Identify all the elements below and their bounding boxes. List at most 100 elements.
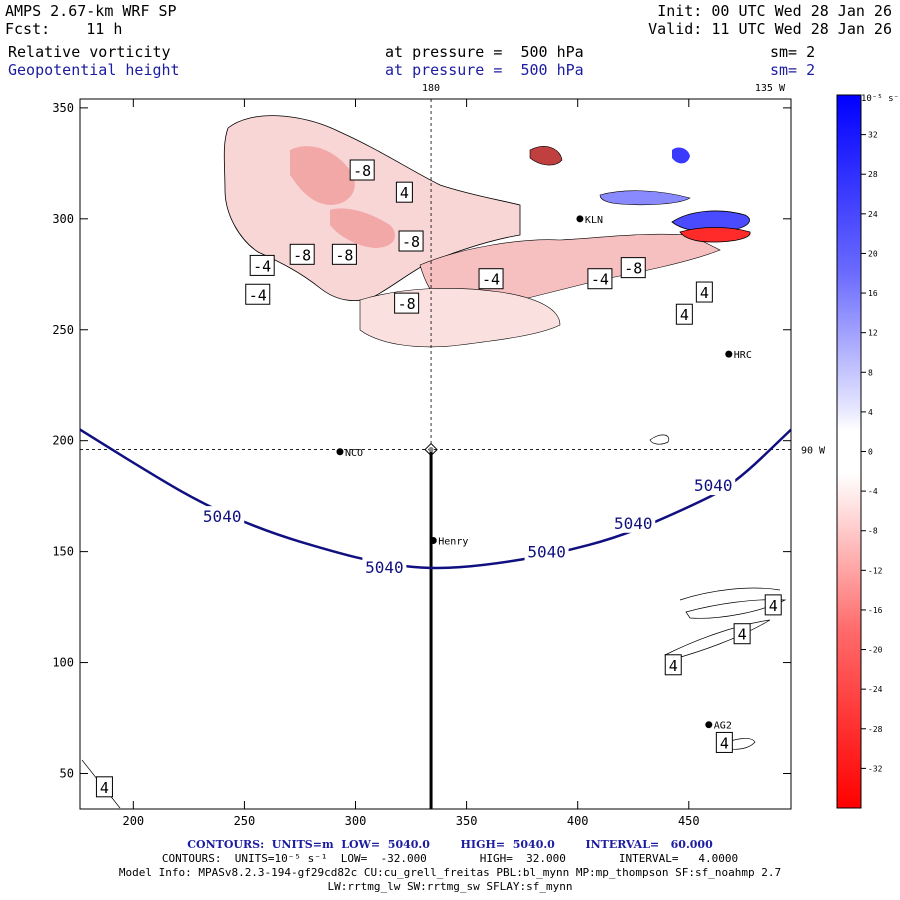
height-label: 5040	[527, 543, 566, 562]
field2-level: at pressure = 500 hPa	[385, 61, 584, 79]
vorticity-label-box	[289, 243, 315, 265]
footer-line4: LW:rrtmg_lw SW:rrtmg_sw SFLAY:sf_mynn	[327, 880, 573, 893]
colorbar-tick-label: -32	[868, 764, 883, 773]
vorticity-shading	[81, 115, 787, 809]
y-tick-label: 200	[52, 434, 74, 448]
field2-name: Geopotential height	[8, 61, 180, 79]
height-label: 5040	[694, 476, 733, 495]
colorbar-tick-label: -28	[868, 725, 883, 734]
vorticity-label-box	[715, 731, 733, 753]
footer-line3: Model Info: MPASv8.2.3-194-gf29cd82c CU:…	[118, 866, 782, 879]
height-label: 5040	[365, 558, 404, 577]
field1-level: at pressure = 500 hPa	[385, 43, 584, 61]
x-tick-label: 450	[678, 814, 700, 828]
vorticity-label-box	[249, 254, 275, 276]
colorbar-tick-label: 4	[868, 408, 873, 417]
vorticity-label: 4	[100, 779, 109, 797]
pole-marker	[424, 442, 438, 457]
height-label-bg	[200, 506, 245, 527]
x-tick-label: 250	[234, 814, 256, 828]
vorticity-label-box	[395, 181, 413, 203]
vorticity-label-box	[664, 654, 682, 676]
vorticity-label: -8	[335, 246, 353, 264]
height-5040-line	[79, 428, 792, 570]
colorbar-tick-label: 12	[868, 329, 878, 338]
station-dot	[705, 721, 713, 729]
vorticity-label: 4	[669, 657, 678, 675]
crosshair	[80, 99, 791, 809]
valid-time: Valid: 11 UTC Wed 28 Jan 26	[648, 20, 892, 38]
y-tick-label: 250	[52, 323, 74, 337]
colorbar-tick-label: 28	[868, 170, 878, 179]
vorticity-label-box	[695, 281, 713, 303]
lon-label-135w: 135 W	[755, 83, 786, 94]
vorticity-label-box	[95, 776, 113, 798]
field2-smoothing: sm= 2	[770, 61, 816, 79]
vorticity-label: 4	[700, 284, 709, 302]
vorticity-label: 4	[720, 734, 729, 752]
vorticity-label-box	[620, 257, 646, 279]
init-time: Init: 00 UTC Wed 28 Jan 26	[657, 2, 892, 20]
plot-frame	[79, 98, 792, 810]
height-label-bg	[524, 541, 569, 562]
colorbar-tick-label: 16	[868, 289, 878, 298]
y-tick-label: 350	[52, 101, 74, 115]
station-label: HRC	[734, 350, 752, 361]
mixed-vorticity-streak	[599, 190, 691, 206]
colorbar-unit: 10⁻⁵ s⁻¹	[861, 94, 900, 104]
vorticity-label-box	[245, 283, 271, 305]
vorticity-label: -8	[624, 260, 642, 278]
height-label: 5040	[614, 514, 653, 533]
mixed-vorticity-streak	[529, 146, 563, 166]
pole-marker-dot	[428, 447, 434, 453]
vorticity-label-box	[733, 623, 751, 645]
y-tick-label: 150	[52, 545, 74, 559]
y-tick-label: 100	[52, 656, 74, 670]
colorbar-tick-label: 32	[868, 131, 878, 140]
vorticity-label-box	[764, 594, 782, 616]
vorticity-label: -8	[353, 162, 371, 180]
station-markers: NCO Henry KLN HRC AG2	[336, 215, 752, 732]
height-label-bg	[362, 557, 407, 578]
vorticity-label: -4	[482, 271, 500, 289]
colorbar-tick-label: -16	[868, 606, 883, 615]
vorticity-label: -4	[253, 257, 271, 275]
station-dot	[336, 448, 344, 456]
colorbar-tick-label: -8	[868, 527, 878, 536]
vorticity-label: 4	[769, 597, 778, 615]
station-dot	[576, 215, 584, 223]
weak-vorticity-contour	[685, 599, 787, 619]
colorbar: 10⁻⁵ s⁻¹ 32 28 24 20 16 12 8 4 0 -4 -8 -12 -16 -20 -24…	[836, 94, 900, 809]
blue-vorticity-streak	[672, 147, 690, 164]
forecast-hour: Fcst: 11 h	[5, 20, 123, 38]
vorticity-label-box	[331, 243, 357, 265]
x-tick-label: 400	[567, 814, 589, 828]
height-label: 5040	[203, 507, 242, 526]
lon-label-90w: 90 W	[801, 446, 826, 457]
station-dot	[429, 537, 437, 545]
station-label: AG2	[714, 721, 732, 732]
negative-vorticity-core	[330, 208, 395, 248]
colorbar-tick-label: 8	[868, 368, 873, 377]
height-label-bg	[611, 512, 656, 533]
station-dot	[725, 350, 733, 358]
height-label-bg	[691, 475, 736, 496]
height-contour: 5040 5040 5040 5040 5040	[79, 428, 792, 578]
red-vorticity-streak	[679, 227, 751, 243]
station-label: Henry	[438, 537, 468, 548]
vorticity-label: -8	[402, 233, 420, 251]
vorticity-label: -4	[591, 271, 609, 289]
y-tick-label: 50	[60, 767, 74, 781]
field1-smoothing: sm= 2	[770, 43, 816, 61]
vorticity-label: 4	[738, 626, 747, 644]
vorticity-label-box	[675, 303, 693, 325]
vorticity-label-box	[478, 268, 504, 290]
vorticity-label: -4	[249, 286, 267, 304]
footer-height-contour-info: CONTOURS: UNITS=m LOW= 5040.0 HIGH= 5040…	[0, 838, 900, 852]
weak-vorticity-contour	[664, 619, 771, 661]
vorticity-label: -8	[293, 246, 311, 264]
footer-line1: CONTOURS: UNITS=m LOW= 5040.0 HIGH= 5040…	[187, 838, 713, 851]
lon-label-180: 180	[422, 83, 440, 94]
